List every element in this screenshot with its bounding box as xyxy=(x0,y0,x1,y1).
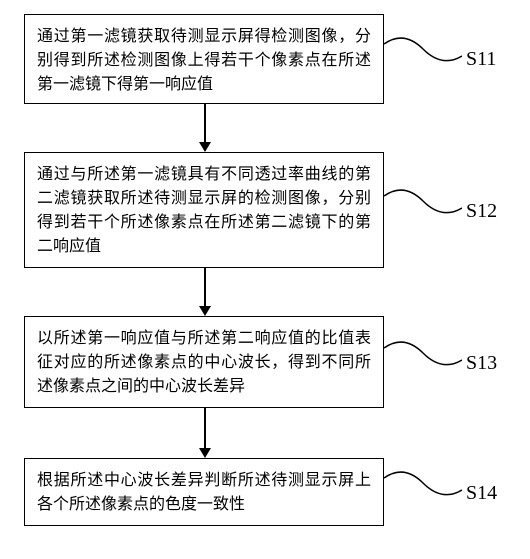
arrow-s12-s13 xyxy=(204,268,206,316)
step-label-s11: S11 xyxy=(466,48,496,71)
curve-connector-s11 xyxy=(384,32,462,66)
step-text-s14: 根据所述中心波长差异判断所述待测显示屏上各个所述像素点的色度一致性 xyxy=(37,472,371,513)
flowchart-container: 通过第一滤镜获取待测显示屏得检测图像，分别得到所述检测图像上得若干个像素点在所述… xyxy=(0,0,530,559)
step-label-s12: S12 xyxy=(466,200,497,223)
step-box-s13: 以所述第一响应值与所述第二响应值的比值表征对应的所述像素点的中心波长，得到不同所… xyxy=(24,316,384,408)
curve-connector-s14 xyxy=(384,466,462,500)
step-box-s14: 根据所述中心波长差异判断所述待测显示屏上各个所述像素点的色度一致性 xyxy=(24,458,384,526)
step-text-s12: 通过与所述第一滤镜具有不同透过率曲线的第二滤镜获取所述待测显示屏的检测图像，分别… xyxy=(37,166,371,255)
arrow-s13-s14 xyxy=(204,408,206,458)
step-text-s13: 以所述第一响应值与所述第二响应值的比值表征对应的所述像素点的中心波长，得到不同所… xyxy=(37,330,371,395)
step-box-s11: 通过第一滤镜获取待测显示屏得检测图像，分别得到所述检测图像上得若干个像素点在所述… xyxy=(24,14,384,104)
step-text-s11: 通过第一滤镜获取待测显示屏得检测图像，分别得到所述检测图像上得若干个像素点在所述… xyxy=(37,28,371,93)
arrow-s11-s12 xyxy=(204,104,206,152)
step-label-s13: S13 xyxy=(466,352,497,375)
curve-connector-s12 xyxy=(384,184,462,218)
step-label-s14: S14 xyxy=(466,482,497,505)
curve-connector-s13 xyxy=(384,336,462,370)
step-box-s12: 通过与所述第一滤镜具有不同透过率曲线的第二滤镜获取所述待测显示屏的检测图像，分别… xyxy=(24,152,384,268)
